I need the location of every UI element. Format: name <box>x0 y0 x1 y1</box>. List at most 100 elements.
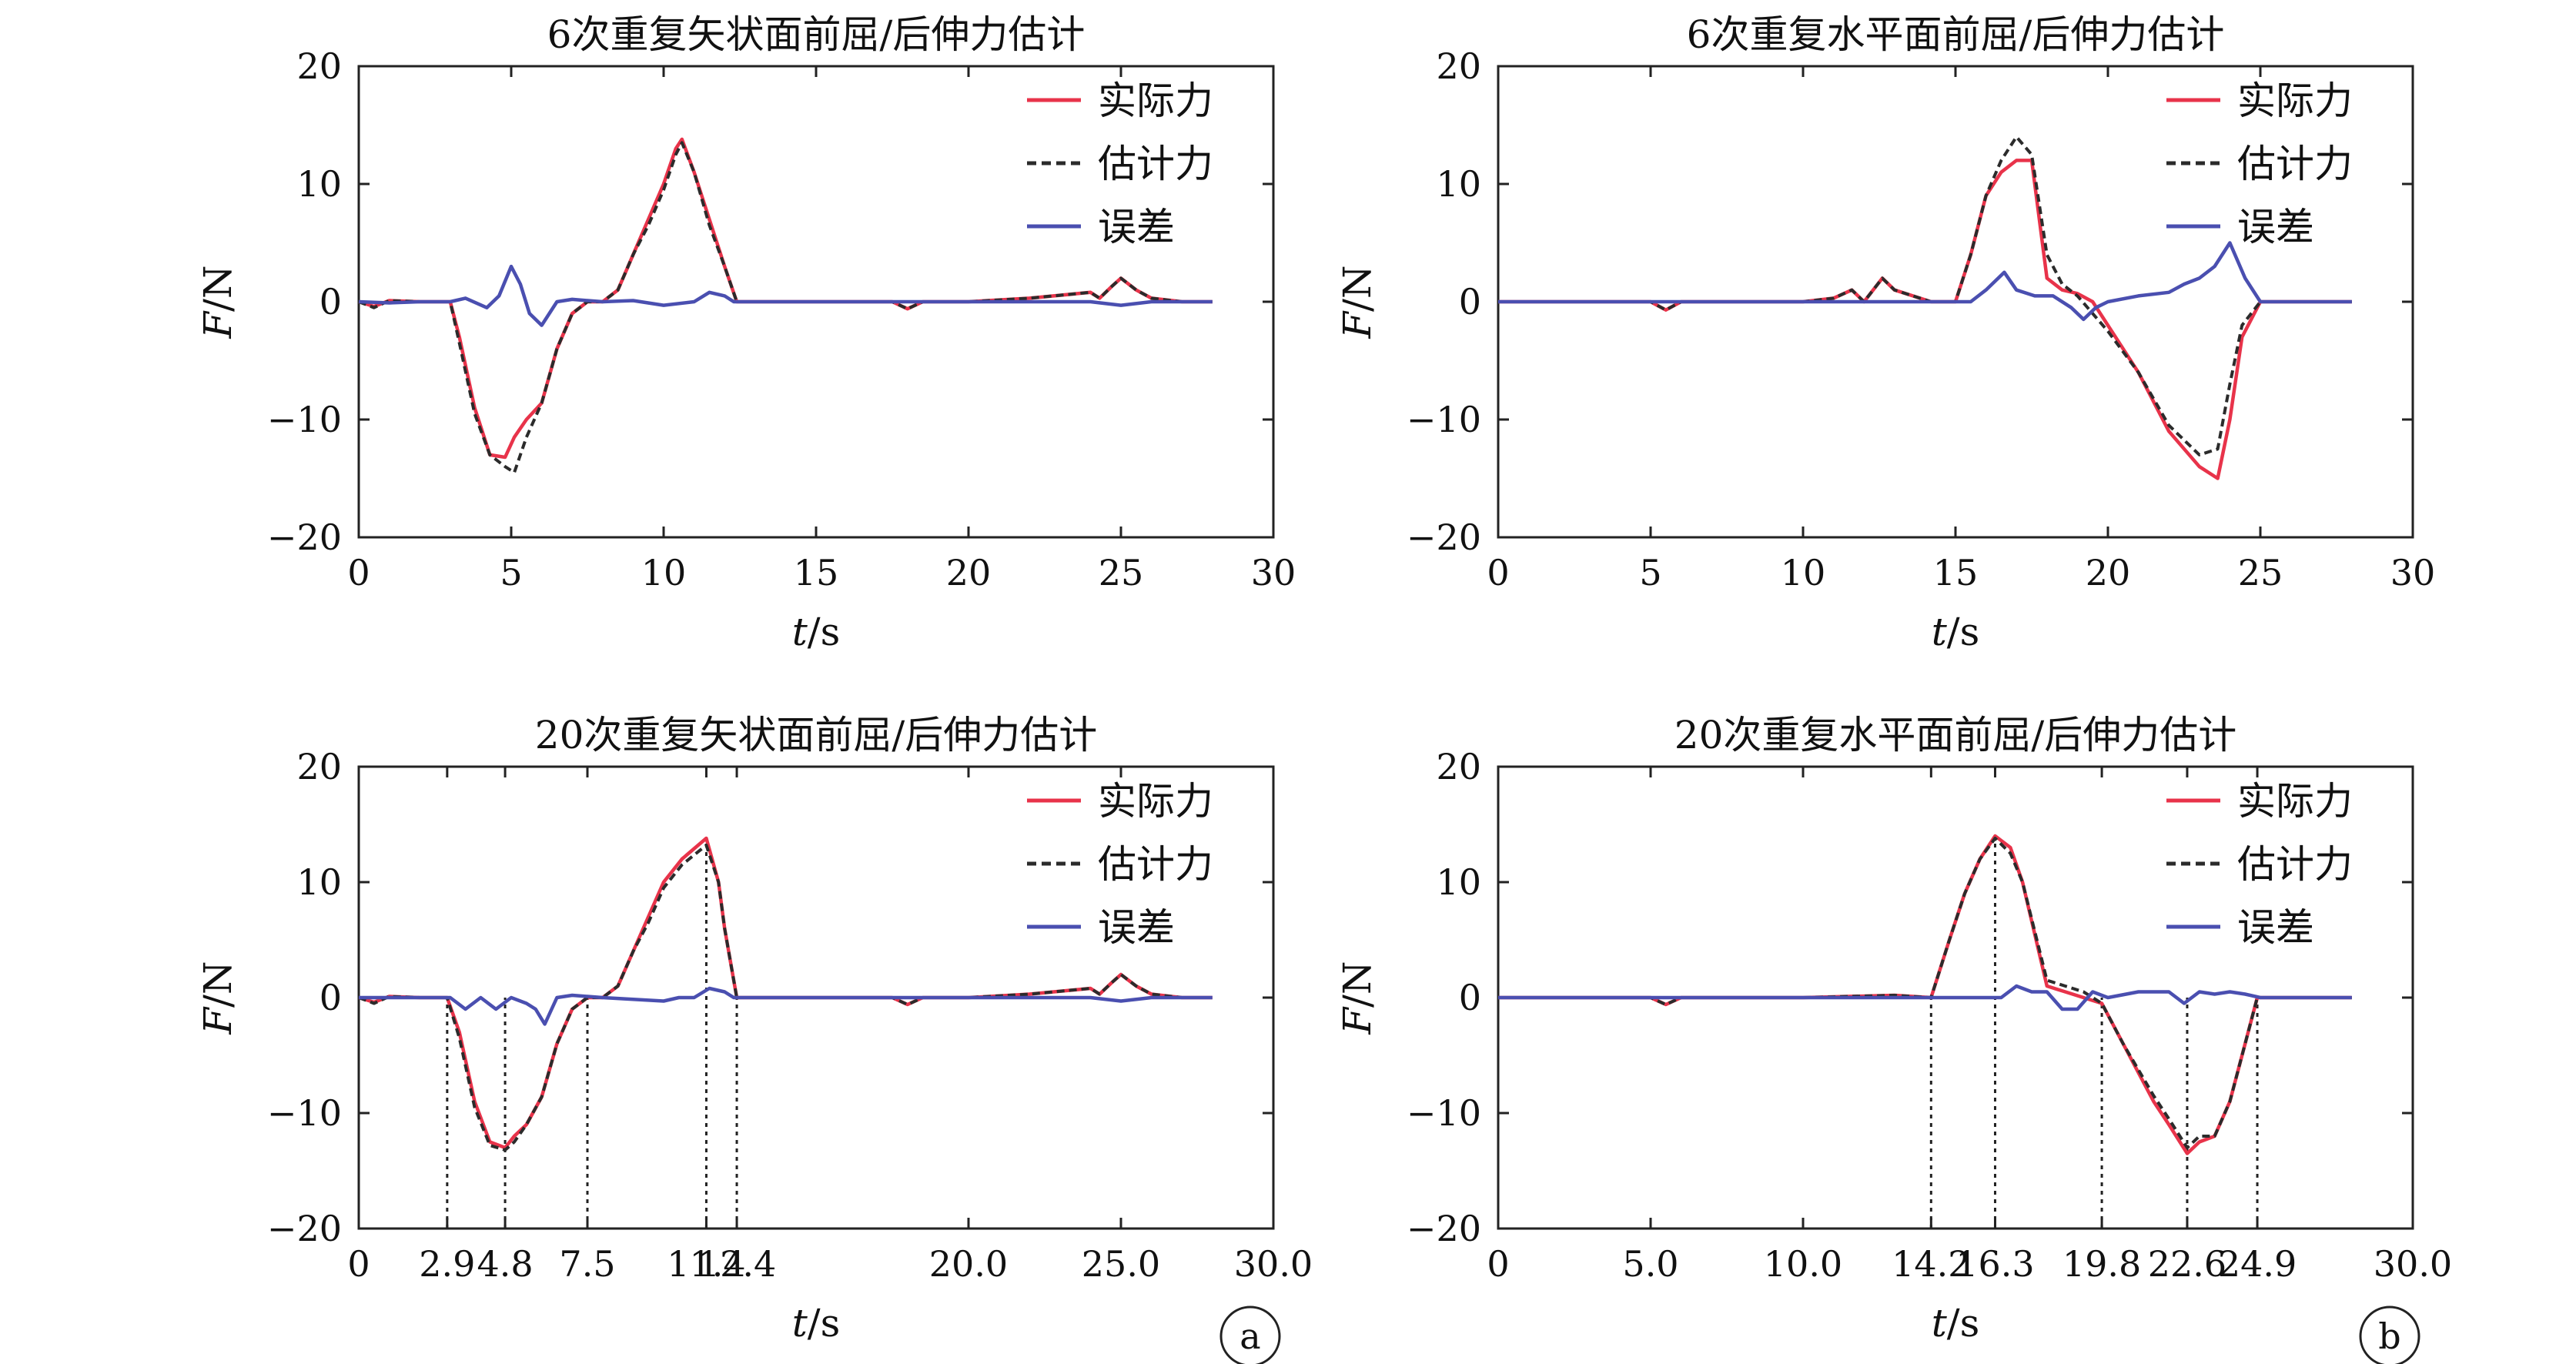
panel-badge-label: a <box>1239 1316 1260 1357</box>
x-tick-label: 2.9 <box>419 1243 475 1285</box>
panel-badge-circle <box>2359 1305 2420 1364</box>
y-axis-label: F/N <box>196 961 240 1035</box>
x-tick-label: 30 <box>1251 552 1296 593</box>
legend-label-1: 估计力 <box>2237 142 2353 186</box>
x-tick-label: 25 <box>2238 552 2283 593</box>
x-tick-label: 7.5 <box>559 1243 615 1285</box>
series-line-2 <box>358 264 1213 327</box>
x-tick-label: 20 <box>946 552 992 593</box>
y-tick-label: 10 <box>296 163 342 205</box>
series-line-2 <box>1498 984 2352 1011</box>
series-line-1 <box>1498 837 2352 1149</box>
legend-label-2: 误差 <box>1098 905 1175 950</box>
y-tick-label: 20 <box>296 746 342 787</box>
y-tick-label: 10 <box>1436 163 1481 205</box>
x-tick-label: 0 <box>1487 1243 1509 1285</box>
panel-badge-label: b <box>2378 1316 2400 1357</box>
x-tick-label: 12.4 <box>698 1243 776 1285</box>
x-tick-label: 19.8 <box>2062 1243 2141 1285</box>
chart-title: 20次重复水平面前屈/后伸力估计 <box>1674 713 2236 757</box>
x-tick-label: 15 <box>1933 552 1979 593</box>
x-tick-label: 10 <box>641 552 687 593</box>
y-axis-label: F/N <box>196 265 240 339</box>
x-axis-var: t <box>792 1301 808 1346</box>
y-tick-label: −20 <box>1407 1208 1481 1249</box>
series-line-1 <box>358 844 1213 1152</box>
x-tick-label: 25.0 <box>1082 1243 1160 1285</box>
x-axis-unit: /s <box>808 610 841 654</box>
legend-label-1: 估计力 <box>1098 142 1213 186</box>
x-axis-unit: /s <box>1947 1301 1980 1346</box>
x-axis-var: t <box>792 610 808 654</box>
y-axis-unit: /N <box>196 961 240 1008</box>
x-tick-label: 5.0 <box>1622 1243 1678 1285</box>
y-axis-var: F <box>1335 310 1380 339</box>
x-tick-label: 0 <box>347 1243 370 1285</box>
y-axis-var: F <box>1335 1006 1380 1035</box>
y-axis-unit: /N <box>196 265 240 312</box>
y-tick-label: −20 <box>267 1208 342 1249</box>
legend-label-2: 误差 <box>2237 205 2314 249</box>
y-tick-label: 20 <box>1436 45 1481 87</box>
legend-label-0: 实际力 <box>2237 79 2353 123</box>
y-tick-label: 10 <box>296 861 342 903</box>
legend-label-1: 估计力 <box>1098 842 1213 887</box>
x-axis-unit: /s <box>1947 610 1980 654</box>
y-tick-label: −20 <box>267 517 342 558</box>
x-tick-label: 11.4 <box>667 1243 745 1285</box>
x-tick-label: 5 <box>500 552 522 593</box>
legend-label-2: 误差 <box>2237 905 2314 950</box>
series-line-0 <box>358 836 1213 1150</box>
legend-label-0: 实际力 <box>1098 79 1213 123</box>
x-tick-label: 14.2 <box>1892 1243 1970 1285</box>
series-line-1 <box>1498 135 2352 456</box>
x-tick-label: 30.0 <box>1234 1243 1313 1285</box>
legend-label-2: 误差 <box>1098 205 1175 249</box>
x-axis-var: t <box>1932 1301 1948 1346</box>
y-tick-label: 0 <box>1459 281 1481 323</box>
y-axis-var: F <box>196 310 240 339</box>
series-line-1 <box>358 141 1213 474</box>
y-axis-unit: /N <box>1335 265 1380 312</box>
x-axis-var: t <box>1932 610 1948 654</box>
x-tick-label: 10 <box>1781 552 1826 593</box>
x-tick-label: 25 <box>1099 552 1144 593</box>
series-line-0 <box>1498 159 2352 480</box>
x-tick-label: 10.0 <box>1764 1243 1842 1285</box>
legend-label-1: 估计力 <box>2237 842 2353 887</box>
y-tick-label: −10 <box>1407 1092 1481 1134</box>
y-tick-label: −20 <box>1407 517 1481 558</box>
x-axis-unit: /s <box>808 1301 841 1346</box>
x-tick-label: 5 <box>1639 552 1661 593</box>
panel-badge-circle <box>1219 1305 1281 1364</box>
y-tick-label: 10 <box>1436 861 1481 903</box>
chart-title: 20次重复矢状面前屈/后伸力估计 <box>535 713 1097 757</box>
x-tick-label: 0 <box>347 552 370 593</box>
y-tick-label: −10 <box>267 399 342 440</box>
x-tick-label: 0 <box>1487 552 1509 593</box>
y-axis-var: F <box>196 1006 240 1035</box>
series-line-0 <box>358 137 1213 460</box>
x-tick-label: 20 <box>2086 552 2131 593</box>
legend-label-0: 实际力 <box>2237 779 2353 824</box>
series-line-2 <box>359 986 1213 1026</box>
y-tick-label: 0 <box>319 281 342 323</box>
y-tick-label: 0 <box>1459 977 1481 1018</box>
y-tick-label: −10 <box>267 1092 342 1134</box>
series-line-0 <box>1498 834 2352 1155</box>
x-tick-label: 30 <box>2390 552 2436 593</box>
y-tick-label: 20 <box>1436 746 1481 787</box>
x-tick-label: 4.8 <box>477 1243 534 1285</box>
y-axis-label: F/N <box>1335 961 1380 1035</box>
series-line-2 <box>1498 241 2352 322</box>
x-tick-label: 24.9 <box>2218 1243 2297 1285</box>
x-tick-label: 15 <box>794 552 839 593</box>
x-axis-label: t/s <box>1932 1301 1980 1346</box>
y-tick-label: −10 <box>1407 399 1481 440</box>
x-tick-label: 30.0 <box>2374 1243 2452 1285</box>
x-axis-label: t/s <box>1932 610 1980 654</box>
